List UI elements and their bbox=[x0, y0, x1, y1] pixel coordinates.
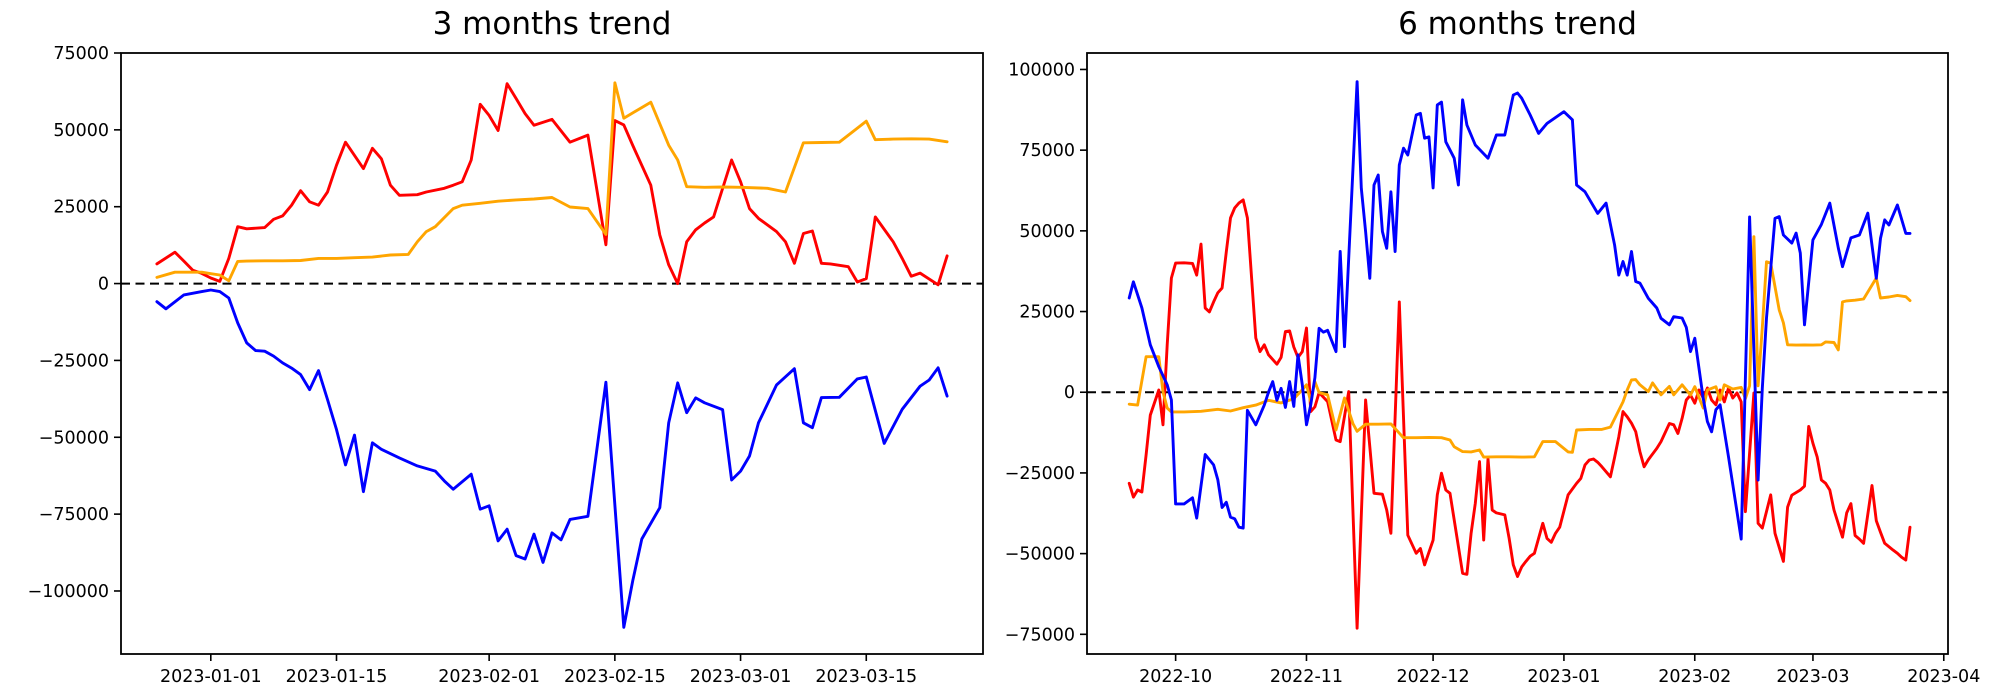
panel-3-months-trend: 2023-01-01 2023-01-15 2023-02-01 2023-02-15… bbox=[28, 44, 984, 687]
y-tick-label: −100000 bbox=[28, 582, 109, 602]
chart-title-6-months: 6 months trend bbox=[1398, 6, 1637, 42]
y-tick-label: 50000 bbox=[53, 121, 109, 141]
axes-frame bbox=[120, 52, 984, 655]
chart-title-3-months: 3 months trend bbox=[432, 6, 672, 42]
y-tick-label: 100000 bbox=[1008, 60, 1075, 80]
series-line-blue bbox=[155, 288, 949, 629]
x-tick-label: 2023-04 bbox=[1907, 667, 1980, 687]
x-tick-label: 2022-12 bbox=[1397, 667, 1470, 687]
x-tick-label: 2023-03 bbox=[1776, 667, 1849, 687]
x-tick-label: 2023-02 bbox=[1658, 667, 1731, 687]
x-tick-label: 2023-01 bbox=[1527, 667, 1600, 687]
y-tick-label: −75000 bbox=[39, 505, 109, 525]
x-tick-label: 2023-03-15 bbox=[815, 667, 917, 687]
y-tick-label: −50000 bbox=[39, 428, 109, 448]
x-tick-label: 2023-02-15 bbox=[564, 667, 666, 687]
y-tick-label: −75000 bbox=[1005, 625, 1075, 645]
y-tick-label: −25000 bbox=[39, 351, 109, 371]
x-tick-label: 2022-11 bbox=[1270, 667, 1343, 687]
y-tick-label: 0 bbox=[98, 275, 109, 295]
series-line-orange bbox=[155, 81, 949, 283]
series-line-blue bbox=[1127, 80, 1912, 541]
x-tick-label: 2023-03-01 bbox=[690, 667, 792, 687]
y-tick-label: 0 bbox=[1064, 383, 1075, 403]
y-tick-label: −50000 bbox=[1005, 545, 1075, 565]
x-tick-label: 2023-02-01 bbox=[438, 667, 540, 687]
x-tick-label: 2023-01-15 bbox=[286, 667, 388, 687]
y-tick-label: 25000 bbox=[53, 198, 109, 218]
y-tick-label: −25000 bbox=[1005, 464, 1075, 484]
y-tick-label: 25000 bbox=[1019, 303, 1075, 323]
y-tick-label: 50000 bbox=[1019, 222, 1075, 242]
x-tick-label: 2022-10 bbox=[1139, 667, 1212, 687]
y-tick-label: 75000 bbox=[1019, 141, 1075, 161]
x-tick-label: 2023-01-01 bbox=[160, 667, 262, 687]
panel-6-months-trend: 2022-10 2022-11 2022-12 2023-01 2023-02 2023-… bbox=[1005, 52, 1980, 687]
series-line-red bbox=[155, 82, 949, 287]
y-tick-label: 75000 bbox=[53, 44, 109, 64]
axes-frame bbox=[1086, 52, 1949, 655]
series-line-red bbox=[1127, 198, 1912, 630]
